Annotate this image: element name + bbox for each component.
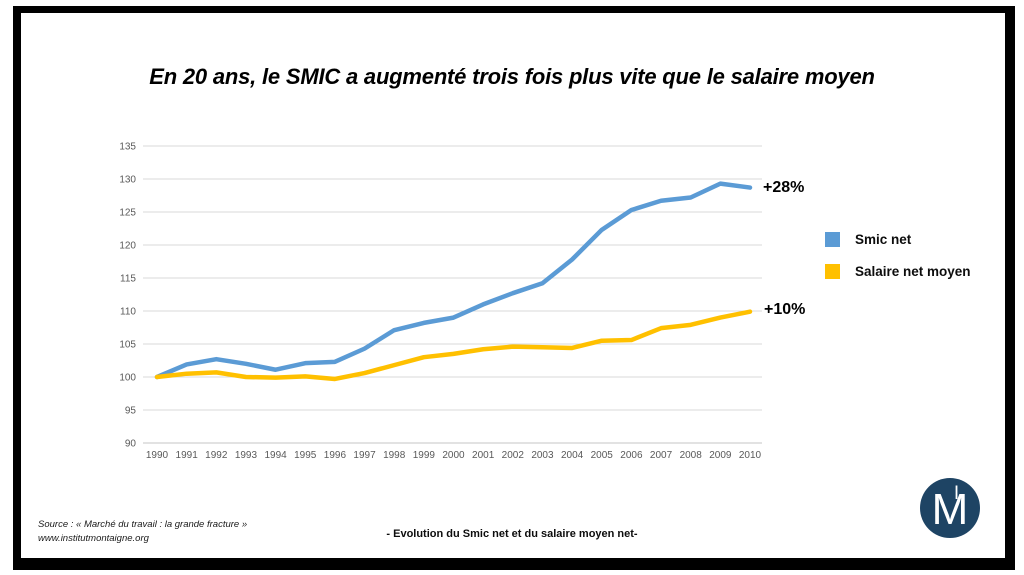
x-tick-label: 1993: [235, 450, 258, 461]
source-note: Source : « Marché du travail : la grande…: [38, 518, 247, 546]
y-tick-label: 100: [119, 373, 136, 384]
logo-canvas: M I: [920, 478, 980, 538]
smic-net-swatch: [825, 231, 840, 247]
x-tick-label: 2007: [650, 450, 673, 461]
x-tick-label: 2009: [709, 450, 732, 461]
salaire-net-moyen-swatch: [825, 263, 840, 279]
source-line2: www.institutmontaigne.org: [38, 533, 149, 544]
x-tick-label: 1998: [383, 450, 406, 461]
x-tick-label: 2000: [442, 450, 465, 461]
y-tick-label: 125: [119, 208, 136, 219]
legend-label-salaire: Salaire net moyen: [855, 263, 971, 279]
institut-montaigne-logo: M I: [919, 477, 981, 539]
smic-end-annotation: +28%: [763, 179, 805, 196]
x-tick-label: 2002: [502, 450, 525, 461]
y-tick-label: 130: [119, 175, 136, 186]
chart-caption: - Evolution du Smic net et du salaire mo…: [386, 528, 638, 540]
y-tick-label: 115: [120, 274, 136, 285]
x-tick-label: 2004: [561, 450, 584, 461]
legend-item-smic: Smic net: [825, 231, 971, 247]
x-tick-label: 2005: [591, 450, 614, 461]
x-tick-label: 1991: [176, 450, 199, 461]
x-tick-label: 1994: [264, 450, 287, 461]
source-line1: Source : « Marché du travail : la grande…: [38, 519, 248, 530]
x-tick-label: 1997: [353, 450, 376, 461]
legend-item-salaire: Salaire net moyen: [825, 263, 971, 279]
salaire-end-annotation: +10%: [764, 301, 806, 318]
logo-circle: [920, 478, 980, 538]
y-tick-label: 95: [125, 406, 137, 417]
x-tick-label: 2001: [472, 450, 495, 461]
logo-letter-m: M: [932, 485, 969, 534]
x-tick-label: 2010: [739, 450, 762, 461]
y-tick-label: 90: [125, 439, 137, 450]
x-tick-label: 2008: [680, 450, 703, 461]
y-tick-label: 110: [120, 307, 136, 318]
x-tick-label: 1996: [324, 450, 347, 461]
series-line-salaire-net-moyen: [154, 309, 753, 382]
x-tick-label: 1990: [146, 450, 169, 461]
logo-letter-i: I: [954, 483, 959, 504]
y-tick-label: 120: [119, 241, 136, 252]
x-tick-label: 1999: [413, 450, 436, 461]
x-tick-label: 1992: [205, 450, 228, 461]
x-tick-label: 2006: [620, 450, 643, 461]
legend: Smic net Salaire net moyen: [825, 231, 971, 279]
chart-title: En 20 ans, le SMIC a augmenté trois fois…: [149, 64, 875, 89]
x-tick-label: 1995: [294, 450, 317, 461]
x-tick-label: 2003: [531, 450, 554, 461]
legend-label-smic: Smic net: [855, 231, 912, 247]
y-tick-label: 105: [119, 340, 136, 351]
y-tick-label: 135: [119, 142, 136, 153]
series-line-smic-net: [154, 181, 753, 380]
